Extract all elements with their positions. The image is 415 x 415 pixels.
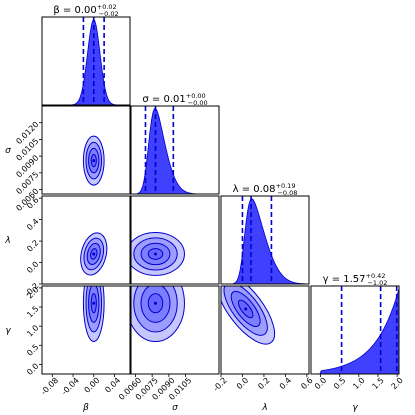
contour-beta-gamma <box>82 286 105 342</box>
contour-center <box>92 301 96 305</box>
xtick-label-gamma-4: 2.0 <box>389 376 404 391</box>
title-gamma: γ = 1.57+0.42 −1.02 <box>323 272 388 287</box>
xtick-label-gamma-0: 0.0 <box>313 376 328 391</box>
xlabel-lambda: λ <box>261 403 267 413</box>
panel-frame-3-0 <box>41 285 131 375</box>
panel-frame-2-2 <box>220 195 310 285</box>
xtick-label-gamma-1: 0.5 <box>332 376 347 391</box>
xtick-label-gamma-3: 1.5 <box>370 376 385 391</box>
xtick-label-beta-0: -0.08 <box>39 376 60 397</box>
marginal-gamma <box>311 288 400 375</box>
ylabel-lambda: λ <box>4 236 10 246</box>
ytick-label-lambda-2: 0.2 <box>25 238 40 253</box>
xtick-label-lambda-2: 0.2 <box>256 376 271 391</box>
contour-level-1 <box>133 286 178 333</box>
ytick-label-gamma-1: 0.5 <box>25 342 40 357</box>
ylabel-sigma: σ <box>5 146 11 156</box>
xlabel-sigma: σ <box>172 403 178 413</box>
xtick-label-beta-1: -0.04 <box>60 376 81 397</box>
xlabel-gamma: γ <box>352 403 358 413</box>
contour-center <box>154 252 158 256</box>
xtick-label-lambda-0: -0.2 <box>211 376 228 393</box>
panel-frame-1-0 <box>41 105 131 195</box>
panel-frame-3-1 <box>130 285 220 375</box>
xtick-label-beta-2: 0.00 <box>83 376 102 395</box>
ylabel-gamma: γ <box>5 326 11 336</box>
marginal-lambda <box>221 198 310 285</box>
marginal-sigma <box>130 108 219 195</box>
panel-frame-2-1 <box>130 195 220 285</box>
panel-frame-3-3 <box>310 285 400 375</box>
panel-frame-1-1 <box>130 105 220 195</box>
title-beta: β = 0.00+0.02 −0.02 <box>53 3 118 18</box>
ytick-label-gamma-2: 1.0 <box>25 323 40 338</box>
title-lambda: λ = 0.08+0.19 −0.08 <box>233 182 298 197</box>
marginal-beta <box>42 19 130 106</box>
ytick-label-gamma-0: 0.0 <box>25 362 40 377</box>
contour-level-1 <box>85 286 103 333</box>
contour-sigma-gamma <box>131 286 185 342</box>
contour-center <box>244 307 248 311</box>
contour-center <box>154 301 158 305</box>
panel-frame-0-0 <box>41 16 131 106</box>
contour-center <box>92 252 96 256</box>
ytick-label-gamma-3: 1.5 <box>25 304 40 319</box>
contour-sigma-lambda <box>131 231 185 276</box>
xtick-label-gamma-2: 1.0 <box>351 376 366 391</box>
contour-lambda-gamma <box>221 286 276 345</box>
contour-beta-sigma <box>82 135 105 186</box>
ytick-label-lambda-3: 0.4 <box>25 217 40 232</box>
contour-beta-lambda <box>80 232 108 276</box>
title-sigma: σ = 0.01+0.00 −0.00 <box>142 92 207 107</box>
panel-frame-2-0 <box>41 195 131 285</box>
xtick-label-lambda-3: 0.4 <box>278 376 293 391</box>
xlabel-beta: β <box>82 403 89 413</box>
xtick-label-lambda-4: 0.6 <box>299 376 314 391</box>
ytick-label-lambda-1: 0.0 <box>25 260 40 275</box>
panel-frame-3-2 <box>220 285 310 375</box>
contour-center <box>92 159 96 163</box>
xtick-label-lambda-1: 0.0 <box>235 376 250 391</box>
